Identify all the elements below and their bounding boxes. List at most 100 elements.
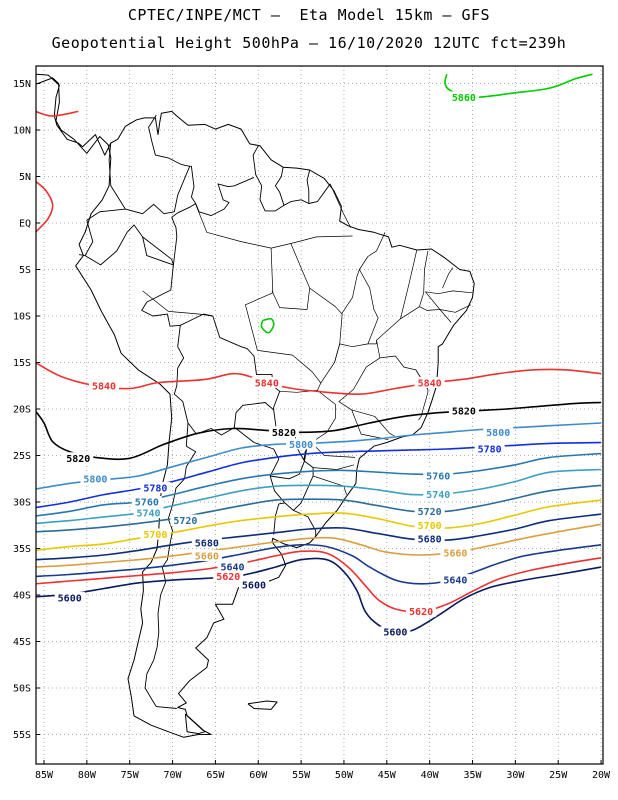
map-title-line-1: CPTEC/INPE/MCT – Eta Model 15km – GFS: [127, 6, 491, 24]
lat-tick-label: 25S: [13, 451, 31, 462]
lon-tick-label: 70W: [164, 770, 183, 781]
contour-label-bg: [448, 404, 479, 416]
contour-label-bg: [423, 488, 454, 500]
height-contour: [444, 73, 593, 99]
lat-tick-label: 10S: [13, 312, 31, 323]
contour-label-bg: [131, 496, 162, 507]
state-border: [359, 269, 379, 345]
plot-frame: [35, 65, 604, 765]
contour-label-bg: [191, 536, 222, 548]
lon-tick-label: 30W: [506, 770, 525, 781]
contour-label-bg: [268, 426, 299, 438]
state-border: [341, 269, 360, 315]
country-border: [235, 428, 305, 480]
contour-label: 5640: [220, 563, 244, 574]
contour-label-bg: [133, 507, 164, 519]
state-border: [359, 232, 386, 270]
coastline-layer: [36, 73, 475, 738]
height-contour: [36, 513, 602, 561]
contour-label: 5680: [418, 535, 442, 546]
country-border: [79, 254, 86, 257]
lat-tick-label: 5S: [19, 265, 31, 276]
country-border: [273, 502, 285, 535]
contour-label: 5600: [58, 593, 82, 604]
contour-label-bg: [483, 426, 514, 438]
state-border: [351, 409, 389, 441]
state-border: [290, 235, 353, 244]
state-border: [313, 464, 355, 470]
contour-label-bg: [414, 505, 445, 517]
contour-label-bg: [140, 528, 171, 540]
country-border: [84, 208, 174, 266]
contour-label: 5820: [452, 406, 476, 417]
height-contour: [36, 499, 602, 552]
contour-label-bg: [414, 519, 445, 531]
contour-label-bg: [414, 376, 445, 388]
country-border-layer: [79, 114, 331, 709]
height-contour: [36, 180, 54, 233]
contour-label: 5760: [135, 498, 159, 509]
height-contour: [36, 557, 602, 634]
lon-tick-label: 75W: [121, 770, 140, 781]
country-border: [108, 114, 191, 215]
lon-tick-label: 45W: [378, 770, 397, 781]
contour-label: 5860: [452, 93, 476, 104]
contour-label: 5840: [255, 378, 279, 389]
country-border: [269, 460, 314, 511]
contour-label: 5800: [289, 440, 313, 451]
lat-lon-grid: [36, 66, 603, 764]
lon-tick-label: 60W: [249, 770, 268, 781]
contour-line-layer: [36, 73, 602, 634]
contour-label: 5780: [143, 484, 167, 495]
state-border-layer: [142, 183, 473, 495]
contour-label-bg: [213, 570, 244, 582]
lat-tick-label: 15N: [13, 79, 31, 90]
lon-tick-label: 55W: [292, 770, 311, 781]
lat-tick-label: 35S: [13, 544, 31, 555]
lat-tick-label: 40S: [13, 591, 31, 602]
contour-label: 5800: [83, 474, 107, 485]
lon-tick-label: 25W: [549, 770, 568, 781]
height-contour: [36, 422, 602, 490]
contour-label-bg: [80, 472, 111, 484]
lat-tick-label: 20S: [13, 405, 31, 416]
contour-label-bg: [406, 605, 437, 617]
height-contour: [36, 468, 602, 525]
contour-label: 5820: [272, 428, 296, 439]
contour-label: 5780: [478, 444, 502, 455]
coastline: [247, 700, 278, 710]
contour-label-bg: [286, 438, 317, 450]
contour-label-bg: [170, 514, 201, 526]
contour-label: 5840: [92, 381, 116, 392]
state-border: [329, 183, 352, 228]
state-border: [442, 267, 454, 289]
contour-label: 5800: [486, 428, 510, 439]
contour-label: 5720: [418, 507, 442, 518]
contour-label: 5620: [216, 572, 240, 583]
lon-tick-label: 50W: [335, 770, 354, 781]
lat-tick-label: 50S: [13, 684, 31, 695]
lon-tick-label: 20W: [592, 770, 611, 781]
contour-label: 5620: [409, 607, 433, 618]
contour-label-bg: [448, 91, 479, 103]
lat-tick-label: 30S: [13, 498, 31, 509]
state-border: [376, 306, 452, 341]
country-border: [141, 236, 185, 395]
coastline: [184, 713, 206, 735]
country-border: [293, 509, 317, 537]
lat-tick-label: 10N: [13, 126, 31, 137]
state-border: [334, 343, 368, 363]
state-border: [425, 290, 473, 310]
contour-label: 5660: [195, 551, 219, 562]
longitude-labels: 85W 80W 75W 70W 65W 60W 55W 50W 45W 40W 35W 30W 25W 2…: [35, 770, 611, 781]
state-border: [271, 288, 311, 310]
country-border: [252, 145, 331, 212]
state-border: [338, 357, 395, 437]
height-contour: [260, 317, 275, 334]
lon-tick-label: 80W: [78, 770, 97, 781]
contour-label-bg: [380, 626, 411, 638]
contour-label-bg: [54, 591, 85, 603]
lon-tick-label: 85W: [35, 770, 54, 781]
